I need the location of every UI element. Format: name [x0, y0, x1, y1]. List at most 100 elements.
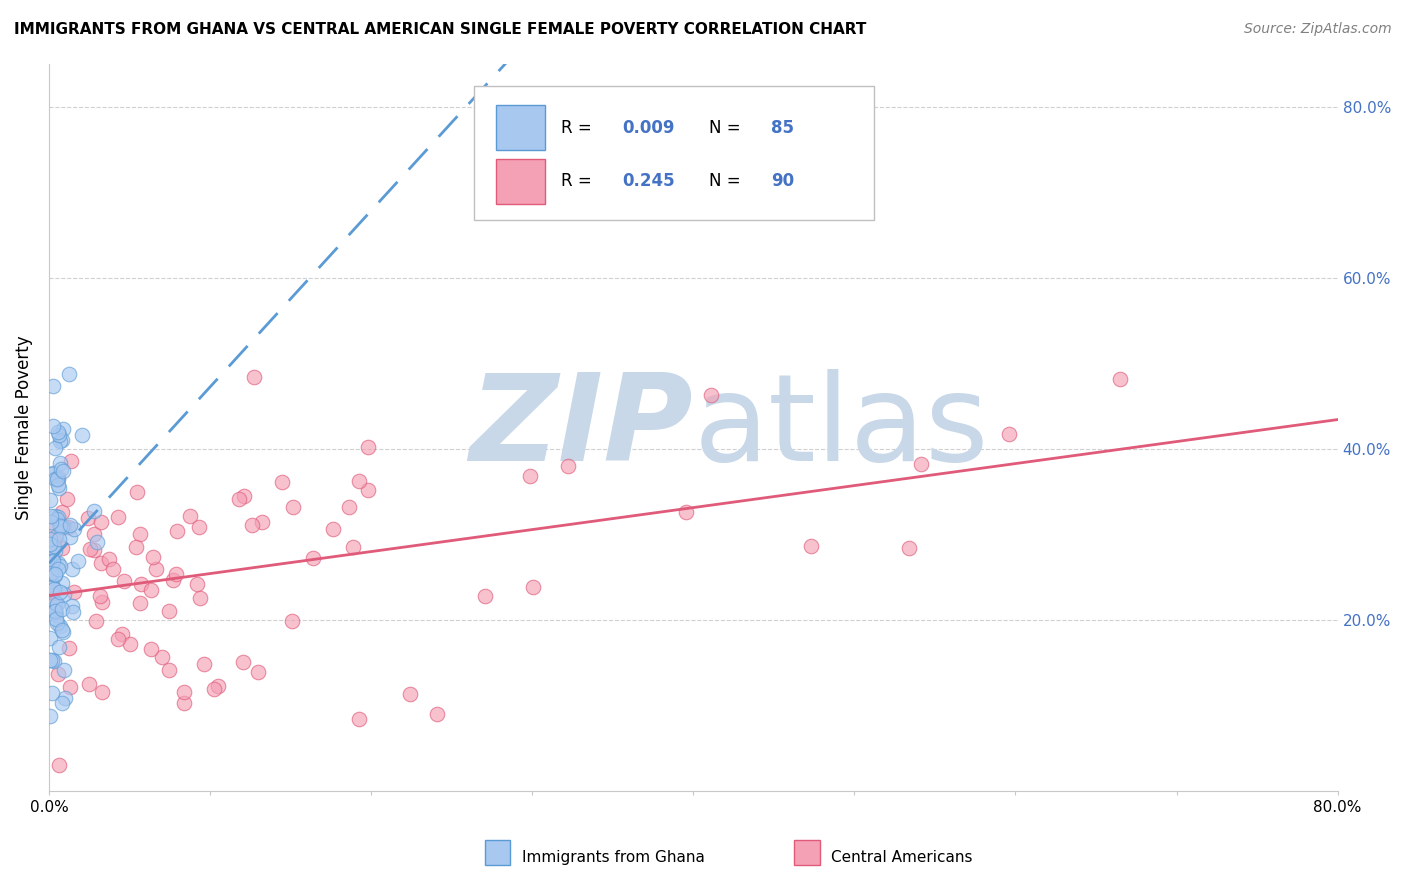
Point	[38, 537, 60, 551]
Point	[42, 582, 65, 596]
Text: N =: N =	[709, 172, 745, 190]
Point	[44, 596, 66, 610]
Point	[48, 427, 70, 442]
Point	[800, 539, 823, 553]
Point	[52, 587, 75, 601]
Point	[139, 642, 162, 657]
Point	[426, 706, 449, 721]
Point	[56, 491, 79, 506]
Point	[322, 522, 344, 536]
Point	[675, 505, 697, 519]
Point	[86, 535, 108, 549]
Point	[51, 433, 73, 447]
Point	[59, 517, 82, 532]
Point	[247, 665, 270, 679]
Text: 0.009: 0.009	[623, 119, 675, 136]
Point	[52, 663, 75, 677]
Point	[41, 653, 63, 667]
Point	[46, 472, 69, 486]
Point	[59, 680, 82, 694]
Point	[898, 541, 921, 556]
Point	[150, 650, 173, 665]
Point	[232, 655, 254, 669]
Point	[302, 551, 325, 566]
Point	[107, 632, 129, 647]
Point	[165, 566, 187, 581]
Point	[42, 379, 65, 393]
Point	[52, 464, 75, 478]
Point	[84, 614, 107, 628]
Text: R =: R =	[561, 172, 596, 190]
Text: 85: 85	[770, 119, 793, 136]
Point	[52, 624, 75, 639]
Point	[44, 568, 66, 582]
Point	[83, 504, 105, 518]
Point	[63, 585, 86, 599]
Text: Immigrants from Ghana: Immigrants from Ghana	[522, 850, 704, 864]
Point	[46, 469, 69, 483]
Point	[67, 554, 90, 568]
Point	[46, 556, 69, 570]
Point	[157, 663, 180, 677]
Text: N =: N =	[709, 119, 745, 136]
Point	[59, 531, 82, 545]
Point	[48, 758, 70, 772]
Point	[46, 666, 69, 681]
Point	[186, 576, 208, 591]
Point	[52, 422, 75, 436]
Point	[342, 540, 364, 554]
Point	[42, 541, 65, 555]
Point	[107, 510, 129, 524]
Point	[48, 481, 70, 495]
Point	[141, 582, 163, 597]
Point	[173, 697, 195, 711]
Point	[62, 605, 84, 619]
Point	[112, 574, 135, 589]
Point	[188, 591, 211, 606]
Point	[281, 614, 304, 628]
Point	[41, 516, 63, 530]
Point	[89, 589, 111, 603]
Point	[44, 530, 66, 544]
Point	[45, 608, 67, 623]
Point	[44, 595, 66, 609]
Point	[357, 483, 380, 498]
Point	[42, 467, 65, 481]
Point	[42, 419, 65, 434]
Point	[252, 516, 274, 530]
Point	[357, 440, 380, 454]
Point	[48, 619, 70, 633]
Point	[91, 594, 114, 608]
Point	[166, 524, 188, 539]
Point	[90, 685, 112, 699]
FancyBboxPatch shape	[496, 159, 546, 203]
Point	[51, 462, 73, 476]
Point	[347, 475, 370, 489]
Point	[337, 500, 360, 515]
Point	[242, 369, 264, 384]
Point	[240, 517, 263, 532]
Point	[228, 491, 250, 506]
Y-axis label: Single Female Poverty: Single Female Poverty	[15, 335, 32, 520]
Point	[162, 574, 184, 588]
Point	[125, 540, 148, 554]
Point	[63, 522, 86, 536]
Point	[111, 627, 134, 641]
Point	[60, 562, 83, 576]
Point	[270, 475, 292, 490]
Point	[48, 640, 70, 654]
Point	[41, 549, 63, 564]
Point	[59, 454, 82, 468]
Point	[39, 566, 62, 581]
Text: 0.245: 0.245	[623, 172, 675, 190]
Point	[39, 631, 62, 645]
Point	[70, 428, 93, 442]
Point	[49, 456, 72, 470]
Point	[347, 712, 370, 726]
Point	[910, 457, 932, 471]
Point	[173, 685, 195, 699]
Point	[46, 477, 69, 491]
Point	[1109, 372, 1132, 386]
Point	[187, 519, 209, 533]
Point	[399, 687, 422, 701]
